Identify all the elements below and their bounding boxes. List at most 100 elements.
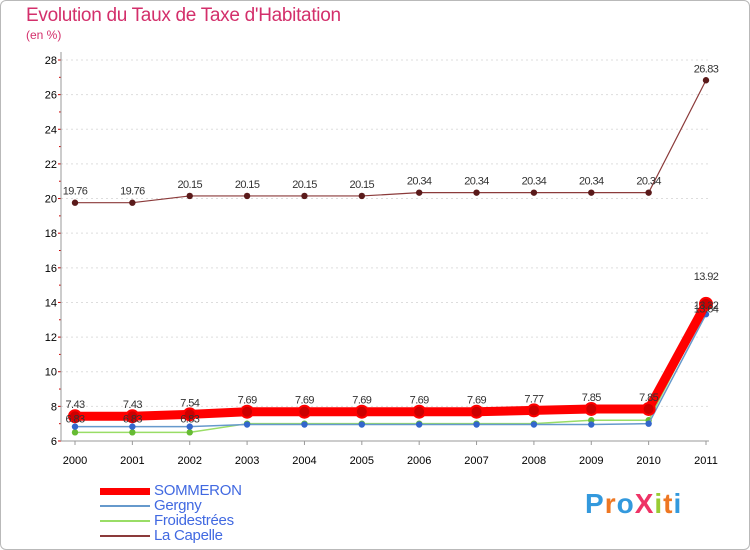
brand-letter: P [585,488,605,519]
data-label: 20.34 [522,176,547,188]
data-point [68,409,82,424]
data-point [301,421,308,428]
data-point [297,404,312,419]
data-point [702,77,710,84]
data-label: 6.83 [180,414,199,426]
data-point [526,403,541,418]
y-tick-label: 8 [51,401,57,413]
x-tick-label: 2004 [292,455,316,467]
y-tick-label: 14 [45,297,57,309]
data-label: 7.85 [582,392,601,404]
data-point [240,404,255,419]
data-label: 20.15 [177,179,202,191]
y-tick-label: 28 [45,55,57,67]
data-point [129,429,136,436]
data-point [71,429,79,436]
data-point [186,192,193,200]
data-point [125,409,140,424]
brand-letter: i [673,488,683,519]
series-line-gergny [75,313,707,428]
x-tick-label: 2001 [120,455,144,467]
data-label: 13.64 [694,304,719,316]
x-tick-label: 2002 [177,455,201,467]
data-labels: 7.43 7.43 7.54 7.69 7.69 7.69 7.69 7.69 7.77 7.85… [63,63,720,426]
x-tick-label: 2000 [63,455,87,467]
data-label: 19.76 [63,186,88,198]
axes: 6 8 10 12 14 16 18 20 22 24 26 28 2000 2001 2002 2003 20… [45,52,718,467]
data-point [243,192,251,200]
legend-swatch [100,488,150,495]
data-point [645,189,652,196]
x-tick-label: 2009 [579,455,603,467]
y-tick-label: 16 [45,263,57,275]
data-label: 20.15 [235,179,260,191]
chart-subtitle: (en %) [26,28,62,42]
legend-item-gergny: Gergny [100,497,300,514]
data-point [186,423,193,430]
y-tick-label: 12 [45,332,57,344]
x-tick-label: 2007 [464,455,488,467]
legend-item-la-capelle: La Capelle [100,527,300,544]
data-point [186,429,193,436]
y-tick-label: 22 [45,159,57,171]
data-label: 7.69 [295,395,314,407]
brand-letter: t [663,488,674,519]
data-label: 7.43 [123,399,142,411]
data-point [354,404,369,419]
data-label: 7.43 [65,399,84,411]
series-line-sommeron [75,301,710,421]
data-point [243,421,251,428]
data-point [71,199,79,206]
y-tick-label: 10 [45,367,57,379]
data-point [469,404,484,419]
data-point [301,192,308,200]
data-label: 13.32 [694,300,719,312]
legend-label: La Capelle [154,527,223,544]
legend-swatch [100,535,150,537]
legend-label: Gergny [154,497,202,514]
data-label: 20.15 [350,179,375,191]
data-label: 6.83 [123,414,142,426]
brand-letter: o [616,488,635,519]
y-tick-label: 24 [45,124,57,136]
data-label: 7.54 [180,397,199,409]
data-point [412,404,427,419]
x-tick-label: 2006 [407,455,431,467]
data-point [699,296,713,311]
data-label: 13.92 [694,271,719,283]
x-tick-label: 2008 [522,455,546,467]
brand-logo: ProXiti [585,488,682,520]
legend-label: Froidestrées [154,512,234,529]
data-point [588,421,595,428]
data-point [473,189,480,196]
data-label: 7.69 [238,395,257,407]
data-label: 6.83 [65,414,84,426]
x-tick-label: 2003 [235,455,259,467]
data-label: 7.85 [639,392,658,404]
brand-letter: i [654,488,664,519]
data-label: 7.69 [467,395,486,407]
x-tick-label: 2005 [350,455,374,467]
data-point [473,421,480,428]
data-point [358,421,366,428]
y-tick-label: 6 [51,436,57,448]
data-point [182,407,197,422]
data-label: 20.15 [292,179,317,191]
chart-title: Evolution du Taux de Taxe d'Habitation [26,5,341,26]
data-point [588,189,595,196]
data-point [129,423,136,430]
data-label: 7.69 [410,395,429,407]
brand-letter: r [604,488,617,519]
y-tick-label: 18 [45,228,57,240]
brand-letter: X [634,488,655,519]
data-label: 7.77 [524,393,543,405]
data-point [530,421,538,428]
data-point [645,420,652,427]
x-tick-label: 2011 [694,455,718,467]
data-point [415,189,423,196]
data-label: 26.83 [694,63,719,75]
series-lines [68,77,713,436]
legend-swatch [100,505,150,507]
data-label: 19.76 [120,186,145,198]
